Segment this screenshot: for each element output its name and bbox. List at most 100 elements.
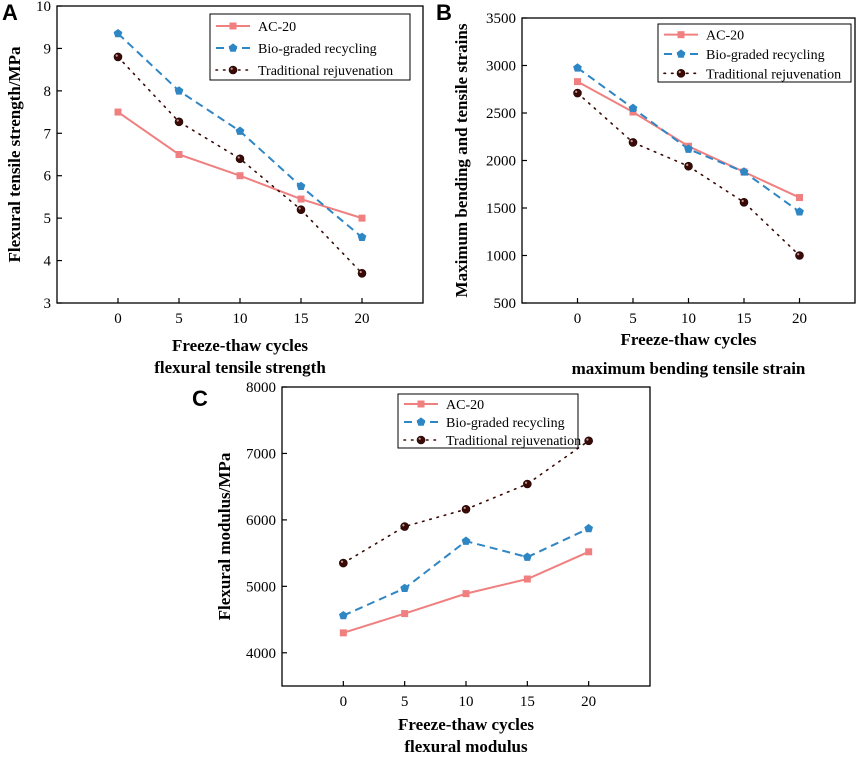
legend-label-ac20: AC-20: [258, 20, 296, 35]
legend-marker-traditional: [416, 435, 426, 445]
data-point-bio-graded: [400, 583, 410, 593]
data-point-ac20: [629, 108, 637, 116]
data-point-traditional: [357, 268, 367, 278]
chart-panel-a: 0 5 10 15 20 3 4 5 6 7 8 9 10 Freeze-thaw cycles flexu…: [2, 0, 424, 377]
data-point-traditional-highlight: [463, 506, 466, 510]
legend: AC-20 Bio-graded recycling Traditional rej…: [657, 23, 852, 83]
legend-marker-traditional: [228, 65, 238, 75]
data-point-traditional-highlight: [176, 119, 179, 122]
legend-marker-bio-graded: [416, 417, 426, 426]
data-point-traditional-highlight: [524, 481, 528, 484]
y-tick-label: 3500: [486, 11, 516, 27]
x-tick-label: 0: [114, 311, 122, 327]
x-axis-title: Freeze-thaw cycles: [620, 330, 756, 349]
data-point-ac20: [462, 590, 470, 598]
data-point-traditional: [523, 479, 532, 489]
data-point-ac20: [236, 172, 244, 180]
data-point-bio-graded: [522, 552, 532, 561]
legend-marker-traditional-highlight: [230, 67, 233, 70]
panel-caption: maximum bending tensile strain: [572, 359, 806, 378]
data-point-ac20: [401, 610, 409, 618]
y-tick-label: 9: [44, 41, 52, 57]
y-axis-title: Flexural modulus/MPa: [215, 452, 234, 620]
series-bio-graded: [573, 63, 804, 216]
data-point-traditional-highlight: [575, 90, 578, 93]
panel-letter: C: [192, 386, 208, 411]
data-point-ac20: [114, 108, 122, 116]
y-tick-label: 2500: [486, 106, 516, 122]
x-tick-label: 10: [459, 694, 474, 710]
data-point-traditional: [739, 198, 749, 207]
data-point-bio-graded: [338, 610, 348, 620]
legend-marker-traditional-highlight: [678, 70, 681, 74]
legend-label-ac20: AC-20: [706, 29, 744, 44]
series-traditional: [113, 52, 367, 278]
legend-marker-ac20: [677, 31, 685, 39]
data-point-bio-graded: [739, 167, 749, 176]
x-tick-label: 20: [355, 311, 370, 327]
data-point-traditional: [400, 522, 409, 531]
data-point-bio-graded: [584, 523, 594, 533]
data-point-bio-graded: [174, 86, 184, 95]
y-tick-label: 8000: [246, 380, 276, 396]
y-tick-label: 500: [494, 296, 517, 312]
y-axis-title: Flexural tensile strength/MPa: [5, 46, 24, 262]
data-point-bio-graded: [296, 181, 306, 191]
data-point-ac20: [585, 548, 593, 556]
x-tick-label: 15: [294, 311, 309, 327]
data-point-traditional-highlight: [402, 524, 405, 527]
panel-caption: flexural modulus: [404, 737, 528, 756]
x-axis-title: Freeze-thaw cycles: [172, 336, 308, 355]
data-point-bio-graded: [573, 63, 582, 72]
data-point-traditional-highlight: [298, 207, 301, 210]
y-tick-label: 5: [44, 211, 52, 227]
legend-marker-bio-graded: [228, 43, 238, 52]
legend-marker-ac20: [229, 22, 237, 30]
data-point-traditional: [573, 88, 582, 98]
series-line-traditional: [117, 56, 363, 275]
y-tick-label: 3000: [486, 59, 516, 75]
x-tick-label: 10: [233, 311, 248, 327]
chart-panel-b: 0 5 10 15 20 500 1000 1500 2000 2500 3000 3500 Freez…: [436, 0, 856, 378]
y-tick-label: 4000: [246, 646, 276, 662]
series-ac20: [339, 548, 593, 637]
data-point-traditional-highlight: [237, 156, 240, 159]
data-point-bio-graded: [357, 232, 367, 241]
data-point-traditional: [235, 154, 245, 164]
legend: AC-20 Bio-graded recycling Traditional rej…: [397, 393, 581, 449]
series-bio-graded: [113, 28, 367, 241]
data-point-traditional-highlight: [115, 54, 118, 57]
legend-label-ac20: AC-20: [446, 398, 484, 413]
data-point-bio-graded: [113, 28, 123, 38]
series-line-ac20: [577, 80, 800, 199]
data-point-bio-graded: [795, 207, 804, 216]
x-tick-label: 20: [792, 311, 807, 327]
data-point-traditional-highlight: [340, 560, 344, 563]
x-tick-label: 5: [629, 311, 637, 327]
x-axis-title: Freeze-thaw cycles: [398, 715, 534, 734]
data-point-traditional: [174, 117, 184, 127]
y-tick-label: 7: [44, 126, 52, 142]
data-point-ac20: [523, 575, 531, 583]
data-point-traditional: [461, 504, 471, 514]
legend-label-traditional: Traditional rejuvenation: [258, 64, 393, 79]
x-tick-label: 5: [401, 694, 409, 710]
x-tick-label: 0: [340, 694, 348, 710]
y-tick-label: 10: [36, 0, 51, 15]
legend-label-bio-graded: Bio-graded recycling: [258, 42, 377, 57]
data-point-ac20: [796, 194, 803, 202]
data-point-traditional: [684, 161, 693, 171]
y-axis-title: Maximum bending and tensile strains: [452, 23, 471, 297]
data-point-ac20: [358, 214, 366, 222]
data-point-ac20: [175, 151, 183, 158]
series-traditional: [339, 436, 593, 568]
series-line-traditional: [576, 92, 801, 257]
y-tick-label: 1000: [486, 249, 516, 265]
series-ac20: [574, 78, 803, 202]
data-point-ac20: [574, 78, 581, 86]
data-point-traditional: [795, 251, 804, 260]
legend-marker-bio-graded: [676, 49, 686, 58]
y-tick-label: 6: [44, 169, 52, 185]
data-point-bio-graded: [235, 126, 245, 135]
